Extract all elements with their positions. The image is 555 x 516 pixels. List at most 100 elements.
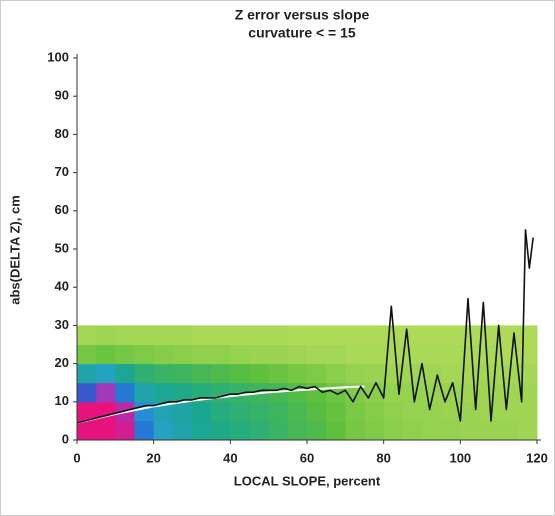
density-cell xyxy=(402,344,423,365)
density-cell xyxy=(287,420,308,441)
density-cell xyxy=(364,344,385,365)
density-cell xyxy=(479,420,500,441)
density-cell xyxy=(460,401,480,422)
density-cell xyxy=(211,325,231,345)
density-cell xyxy=(268,363,289,384)
density-cell xyxy=(479,401,500,422)
density-cell xyxy=(383,344,404,365)
density-cell xyxy=(422,325,442,345)
y-tick-label: 80 xyxy=(55,126,69,141)
density-cell xyxy=(115,325,135,345)
density-cell xyxy=(172,401,193,422)
density-cell xyxy=(249,363,270,384)
density-cell xyxy=(230,420,250,441)
density-cell xyxy=(498,420,519,441)
density-cell xyxy=(96,325,116,345)
density-cell xyxy=(479,363,500,384)
density-cell xyxy=(307,420,327,441)
density-cell xyxy=(134,344,155,365)
density-cell xyxy=(326,401,346,422)
density-cell xyxy=(96,382,116,403)
density-cell xyxy=(192,401,212,422)
y-tick-label: 40 xyxy=(55,279,69,294)
density-cell xyxy=(134,420,155,441)
density-cell xyxy=(268,401,289,422)
density-cell xyxy=(287,325,308,345)
density-cell xyxy=(172,420,193,441)
density-cell xyxy=(115,344,135,365)
density-cell xyxy=(268,420,289,441)
density-cell xyxy=(307,401,327,422)
y-tick-label: 0 xyxy=(62,431,69,446)
density-cell xyxy=(479,344,500,365)
density-cell xyxy=(249,401,270,422)
density-cell xyxy=(345,325,365,345)
density-cell xyxy=(345,363,365,384)
series-line xyxy=(76,229,534,424)
density-cell xyxy=(345,401,365,422)
density-cell xyxy=(517,344,538,365)
density-cell xyxy=(460,363,480,384)
x-tick-label: 100 xyxy=(449,450,471,465)
density-cell xyxy=(77,363,97,384)
density-cell xyxy=(460,420,480,441)
density-cell xyxy=(249,344,270,365)
y-tick-label: 10 xyxy=(55,393,69,408)
density-cell xyxy=(153,344,174,365)
density-cell xyxy=(345,420,365,441)
y-axis-label: abs(DELTA Z), cm xyxy=(7,195,22,305)
density-cell xyxy=(115,382,135,403)
density-cell xyxy=(134,363,155,384)
density-cell xyxy=(498,344,519,365)
density-cell xyxy=(441,401,461,422)
y-tick-label: 60 xyxy=(55,202,69,217)
density-cell xyxy=(307,344,327,365)
chart-subtitle: curvature < = 15 xyxy=(248,25,356,41)
density-cell xyxy=(115,420,135,441)
density-cell xyxy=(287,344,308,365)
density-cell xyxy=(230,344,250,365)
density-cell xyxy=(364,363,385,384)
density-cell xyxy=(249,420,270,441)
density-cell xyxy=(249,325,270,345)
density-cell xyxy=(153,401,174,422)
density-cell xyxy=(192,363,212,384)
density-cell xyxy=(517,401,538,422)
density-cell xyxy=(96,344,116,365)
density-cell xyxy=(115,363,135,384)
density-cell xyxy=(307,325,327,345)
y-tick-label: 90 xyxy=(55,88,69,103)
density-cell xyxy=(153,382,174,403)
x-axis-label: LOCAL SLOPE, percent xyxy=(234,473,381,488)
y-tick-label: 100 xyxy=(47,49,69,64)
x-tick-label: 120 xyxy=(526,450,548,465)
density-cell xyxy=(230,401,250,422)
density-cell xyxy=(287,401,308,422)
x-tick-label: 0 xyxy=(73,450,80,465)
density-cell xyxy=(211,420,231,441)
density-cell xyxy=(364,420,385,441)
density-cell xyxy=(517,325,538,345)
x-tick-label: 40 xyxy=(223,450,237,465)
density-cell xyxy=(211,363,231,384)
density-cell xyxy=(364,325,385,345)
density-cell xyxy=(230,382,250,403)
density-cell xyxy=(230,363,250,384)
density-cell xyxy=(96,420,116,441)
density-cell xyxy=(287,363,308,384)
density-cell xyxy=(77,344,97,365)
density-cell xyxy=(134,325,155,345)
density-cell xyxy=(364,401,385,422)
series-line xyxy=(76,385,365,424)
density-cell xyxy=(172,325,193,345)
density-cell xyxy=(479,325,500,345)
density-cell xyxy=(96,363,116,384)
density-cell xyxy=(77,325,97,345)
density-cell xyxy=(192,325,212,345)
density-cell xyxy=(383,420,404,441)
chart-title: Z error versus slope xyxy=(235,7,370,23)
density-cell xyxy=(153,325,174,345)
density-cell xyxy=(77,420,97,441)
density-cell xyxy=(172,363,193,384)
